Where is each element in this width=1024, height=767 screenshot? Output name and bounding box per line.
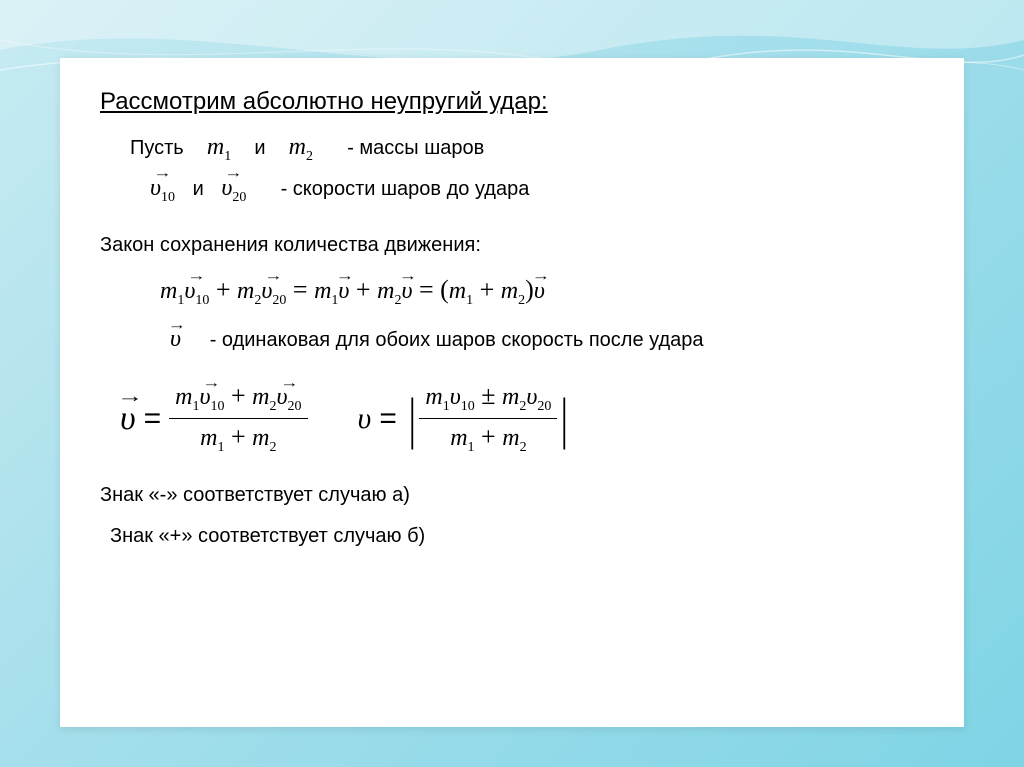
slide-title: Рассмотрим абсолютно неупругий удар: [100,88,924,116]
velocities-label: - скорости шаров до удара [281,178,530,201]
v-symbol: υ [170,326,181,353]
sign-plus-note: Знак «+» соответствует случаю б) [110,525,924,548]
v-note-text: - одинаковая для обоих шаров скорость по… [210,329,704,352]
masses-label: - массы шаров [347,137,484,160]
v10-symbol: υ10 [150,175,175,206]
m2-symbol: m2 [289,134,313,165]
slide: Рассмотрим абсолютно неупругий удар: Пус… [0,0,1024,767]
conservation-law-label: Закон сохранения количества движения: [100,234,924,257]
sign-minus-note: Знак «-» соответствует случаю а) [100,484,924,507]
vector-result-equation: υ = m1υ10 + m2υ20 m1 + m2 [120,381,308,456]
conservation-equation: m1υ10 + m2υ20 = m1υ + m2υ = (m1 + m2)υ [160,275,924,309]
let-label: Пусть [130,137,184,160]
and-label: и [254,137,265,160]
masses-line: Пусть m1 и m2 - массы шаров [130,134,924,165]
and-label-2: и [193,178,204,201]
velocities-line: υ10 и υ20 - скорости шаров до удара [150,175,924,206]
v20-symbol: υ20 [221,175,246,206]
m1-symbol: m1 [207,134,231,165]
scalar-result-equation: υ = | m1υ10 ± m2υ20 m1 + m2 | [358,381,572,456]
result-equations-row: υ = m1υ10 + m2υ20 m1 + m2 υ = [120,381,924,456]
content-panel: Рассмотрим абсолютно неупругий удар: Пус… [60,58,964,727]
v-note-line: υ - одинаковая для обоих шаров скорость … [170,326,924,353]
